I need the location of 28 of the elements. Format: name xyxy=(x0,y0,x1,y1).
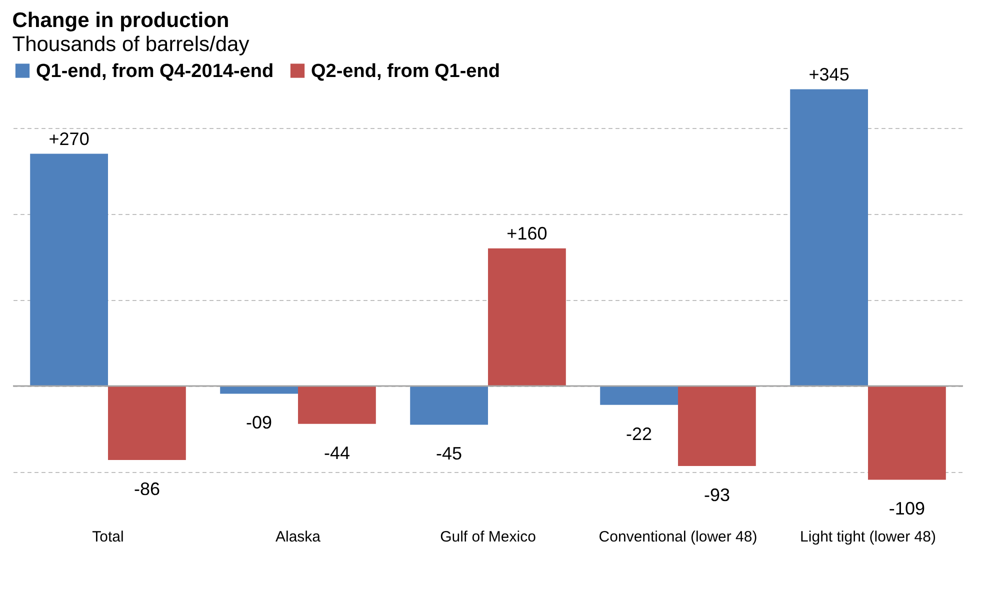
x-tick-label: Total xyxy=(92,528,124,546)
data-label: +345 xyxy=(808,64,850,84)
data-label: +160 xyxy=(506,223,548,244)
data-label: +270 xyxy=(48,128,90,149)
chart-subtitle: Thousands of barrels/day xyxy=(12,33,250,56)
bar xyxy=(868,386,946,480)
bar xyxy=(410,386,488,425)
bar xyxy=(488,248,566,386)
data-label: -09 xyxy=(246,412,272,433)
x-tick-label: Light tight (lower 48) xyxy=(800,528,936,546)
data-label: -86 xyxy=(134,478,160,499)
legend-label: Q2-end, from Q1-end xyxy=(311,60,500,82)
bar xyxy=(600,386,678,405)
bar xyxy=(678,386,756,466)
x-tick-label: Conventional (lower 48) xyxy=(598,528,758,546)
bar xyxy=(790,89,868,386)
x-tick-label: Gulf of Mexico xyxy=(440,528,536,546)
data-label: -44 xyxy=(324,442,350,463)
legend-label: Q1-end, from Q4-2014-end xyxy=(36,60,274,82)
data-label: -22 xyxy=(626,424,652,444)
data-label: -93 xyxy=(704,484,730,505)
bar xyxy=(298,386,376,424)
x-tick-label: Alaska xyxy=(275,528,322,546)
data-label: -45 xyxy=(436,444,462,464)
bar xyxy=(30,154,108,386)
chart-title: Change in production xyxy=(12,9,230,32)
bar xyxy=(108,386,186,460)
data-label: -109 xyxy=(888,498,925,519)
